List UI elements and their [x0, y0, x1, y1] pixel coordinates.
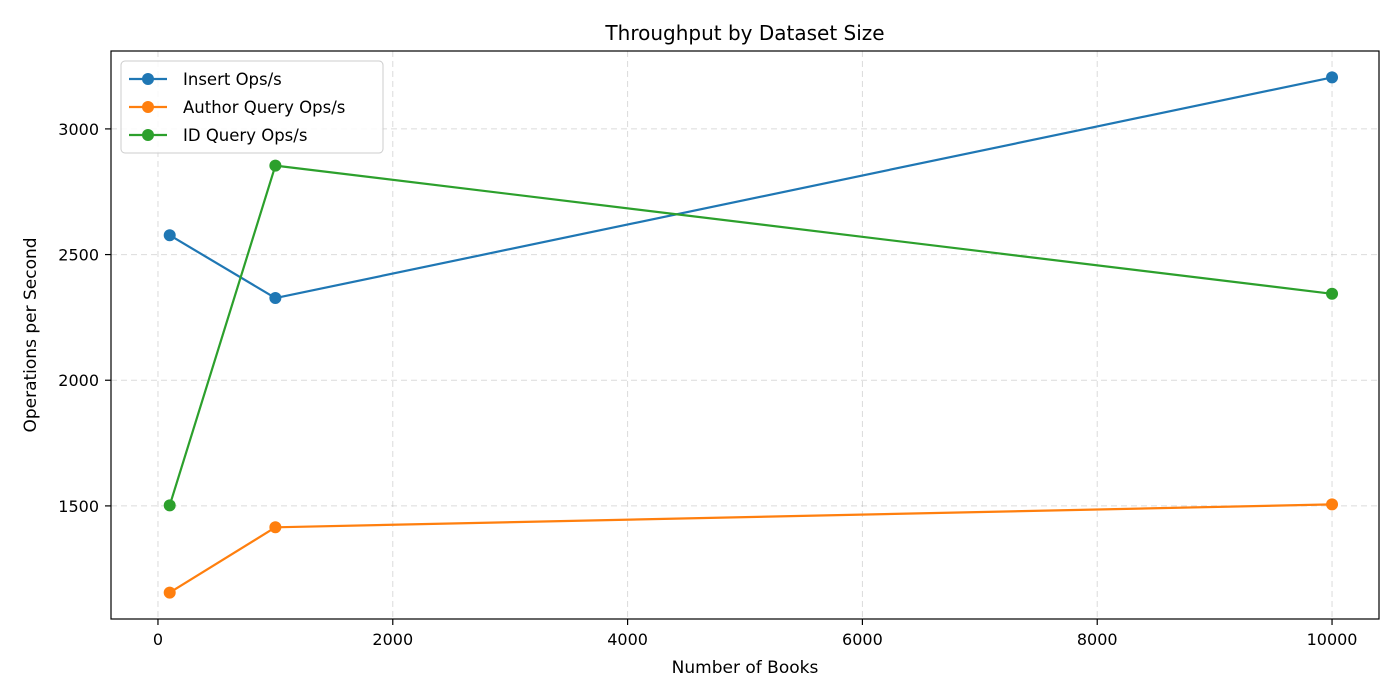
x-tick-label: 10000	[1307, 630, 1358, 649]
series-2	[163, 159, 1339, 512]
y-tick-label: 3000	[58, 120, 99, 139]
series-line	[169, 503, 1333, 594]
data-point	[163, 229, 176, 242]
series-0	[163, 71, 1339, 305]
grid	[111, 51, 1379, 619]
data-point	[269, 292, 282, 305]
data-point	[1326, 498, 1339, 511]
x-tick-label: 0	[153, 630, 163, 649]
data-point	[1326, 71, 1339, 84]
x-tick-label: 6000	[842, 630, 883, 649]
x-tick-label: 2000	[372, 630, 413, 649]
data-point	[1326, 287, 1339, 300]
data-point	[163, 586, 176, 599]
legend-entry: ID Query Ops/s	[129, 126, 307, 145]
data-point	[269, 159, 282, 172]
legend-marker	[142, 101, 154, 113]
x-tick-label: 8000	[1077, 630, 1118, 649]
chart-title: Throughput by Dataset Size	[604, 21, 884, 45]
legend-label: Author Query Ops/s	[183, 98, 345, 117]
y-tick-label: 2000	[58, 371, 99, 390]
data-point	[163, 499, 176, 512]
x-axis-label: Number of Books	[672, 658, 819, 678]
ticks: 0 2000 4000 6000 8000 10000 1500 2000 2500 3000	[58, 120, 1357, 649]
series-layer	[163, 71, 1339, 599]
y-tick-label: 1500	[58, 497, 99, 516]
series-1	[163, 498, 1339, 599]
plot-area	[110, 50, 1380, 620]
series-line	[168, 164, 1333, 506]
x-tick-label: 4000	[607, 630, 648, 649]
legend-label: Insert Ops/s	[183, 70, 282, 89]
legend-entry: Author Query Ops/s	[129, 98, 345, 117]
legend-marker	[142, 129, 154, 141]
y-axis-label: Operations per Second	[21, 237, 41, 432]
legend-marker	[142, 73, 154, 85]
data-point	[269, 521, 282, 534]
legend-entry: Insert Ops/s	[129, 70, 282, 89]
legend: Insert Ops/s Author Query Ops/s ID Query O…	[120, 60, 384, 154]
legend-box	[120, 60, 384, 154]
legend-label: ID Query Ops/s	[183, 126, 307, 145]
y-tick-label: 2500	[58, 246, 99, 265]
